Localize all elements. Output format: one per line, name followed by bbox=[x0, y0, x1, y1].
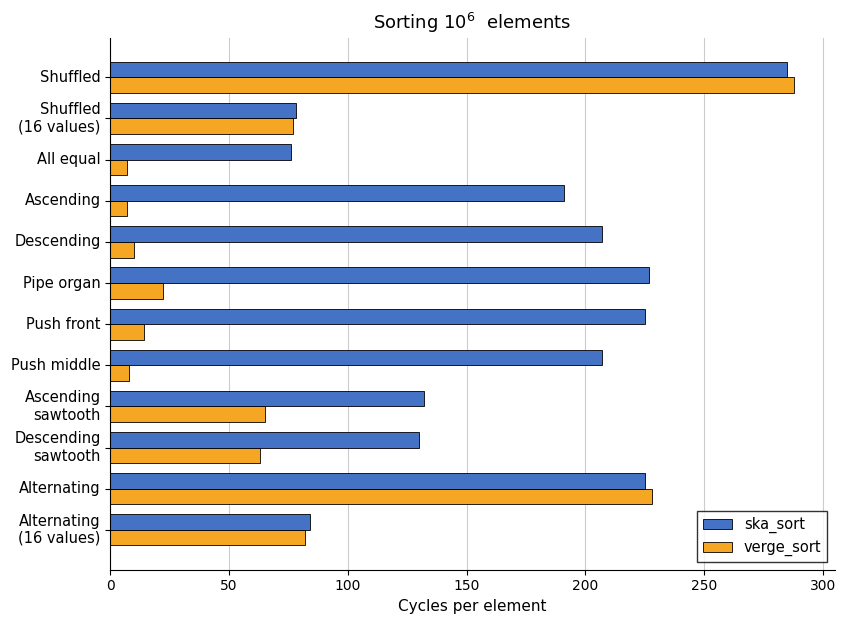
Bar bbox=[110, 201, 127, 216]
Bar bbox=[110, 530, 305, 546]
Title: Sorting $10^6$  elements: Sorting $10^6$ elements bbox=[373, 11, 572, 35]
Bar bbox=[110, 489, 652, 504]
Bar bbox=[110, 473, 644, 489]
Bar bbox=[110, 226, 602, 242]
Bar bbox=[110, 144, 291, 159]
Bar bbox=[110, 349, 602, 365]
X-axis label: Cycles per element: Cycles per element bbox=[399, 599, 547, 614]
Bar bbox=[110, 185, 564, 201]
Bar bbox=[110, 283, 163, 299]
Bar bbox=[110, 159, 127, 175]
Legend: ska_sort, verge_sort: ska_sort, verge_sort bbox=[697, 511, 828, 562]
Bar bbox=[110, 78, 795, 93]
Bar bbox=[110, 365, 130, 381]
Bar bbox=[110, 268, 650, 283]
Bar bbox=[110, 119, 293, 134]
Bar bbox=[110, 432, 419, 447]
Bar bbox=[110, 62, 787, 78]
Bar bbox=[110, 103, 296, 119]
Bar bbox=[110, 406, 265, 422]
Bar bbox=[110, 391, 424, 406]
Bar bbox=[110, 514, 310, 530]
Bar bbox=[110, 324, 143, 340]
Bar bbox=[110, 448, 260, 463]
Bar bbox=[110, 242, 134, 258]
Bar bbox=[110, 309, 644, 324]
